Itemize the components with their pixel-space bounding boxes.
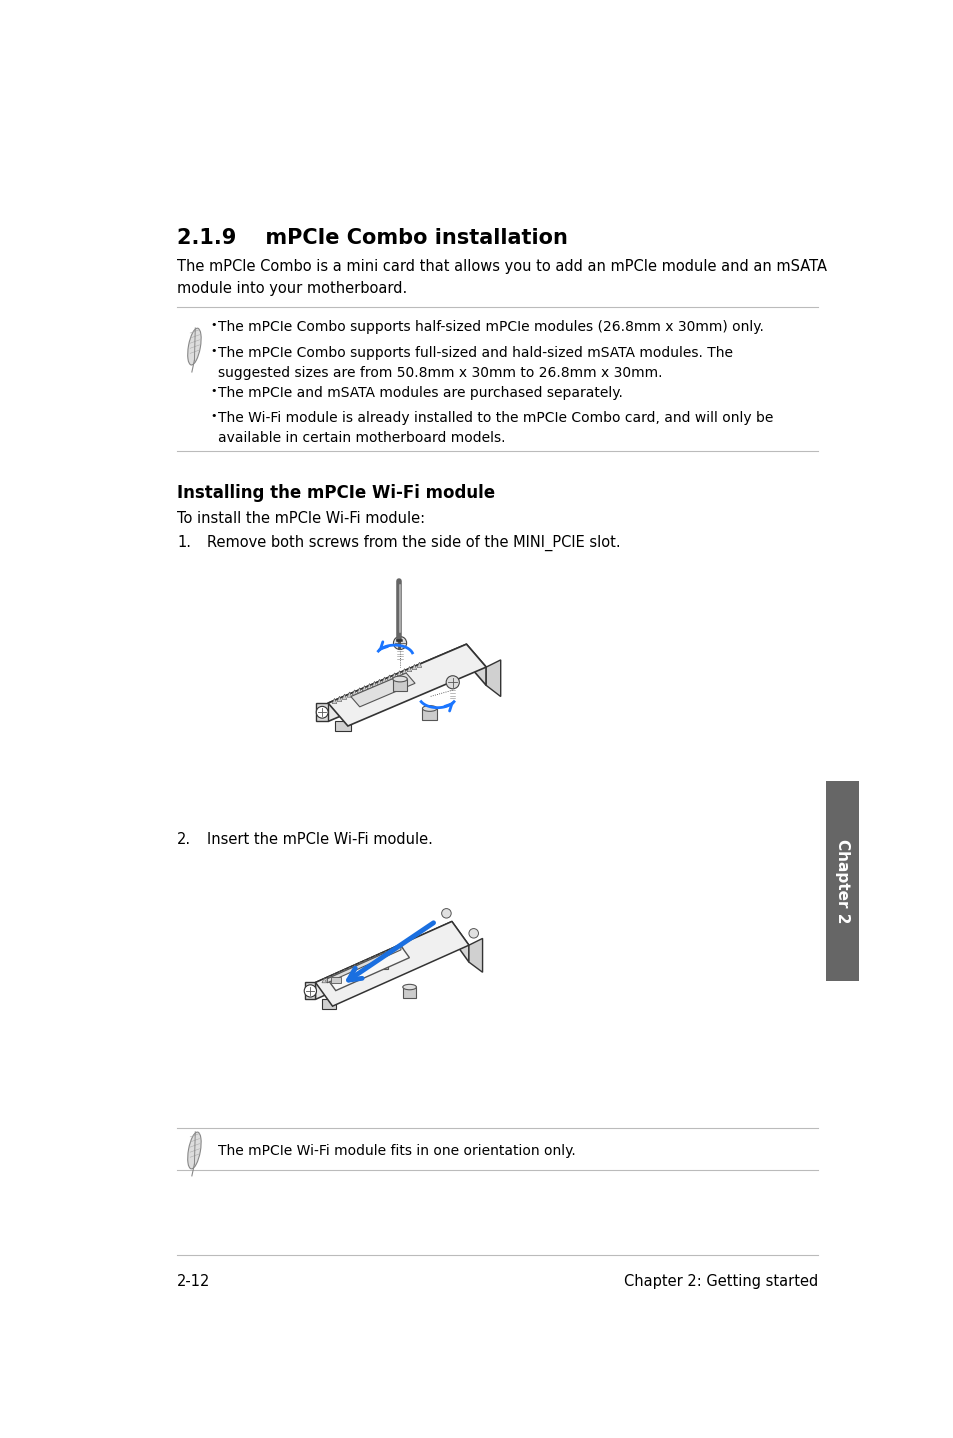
Text: The mPCIe and mSATA modules are purchased separately.: The mPCIe and mSATA modules are purchase… [217, 385, 622, 400]
Polygon shape [332, 699, 336, 703]
Text: The Wi-Fi module is already installed to the mPCIe Combo card, and will only be
: The Wi-Fi module is already installed to… [217, 411, 772, 446]
Polygon shape [376, 679, 381, 684]
Polygon shape [342, 969, 347, 974]
Polygon shape [398, 943, 403, 949]
Text: The mPCIe Wi-Fi module fits in one orientation only.: The mPCIe Wi-Fi module fits in one orien… [217, 1143, 575, 1158]
Polygon shape [388, 949, 393, 953]
Polygon shape [401, 669, 406, 674]
Ellipse shape [393, 676, 407, 682]
Bar [402, 986, 416, 998]
Text: The mPCIe Combo supports half-sized mPCIe modules (26.8mm x 30mm) only.: The mPCIe Combo supports half-sized mPCI… [217, 321, 762, 335]
Text: The mPCIe Combo is a mini card that allows you to add an mPCIe module and an mSA: The mPCIe Combo is a mini card that allo… [177, 259, 826, 296]
Polygon shape [316, 703, 328, 722]
Bar [393, 679, 407, 690]
Polygon shape [396, 670, 401, 676]
Polygon shape [328, 644, 486, 726]
Polygon shape [347, 692, 352, 697]
Polygon shape [321, 978, 326, 982]
Polygon shape [412, 664, 416, 670]
Text: 2.1.9    mPCIe Combo installation: 2.1.9 mPCIe Combo installation [177, 229, 568, 247]
Polygon shape [336, 696, 341, 702]
Polygon shape [353, 965, 356, 969]
Polygon shape [383, 951, 388, 955]
Polygon shape [328, 644, 466, 722]
Polygon shape [327, 946, 400, 982]
Polygon shape [356, 687, 361, 693]
Polygon shape [469, 939, 482, 972]
Polygon shape [352, 690, 356, 695]
Polygon shape [347, 966, 352, 972]
Polygon shape [332, 974, 336, 978]
Polygon shape [305, 982, 315, 999]
Polygon shape [362, 959, 367, 965]
Polygon shape [372, 682, 376, 686]
Ellipse shape [422, 706, 436, 712]
Text: Chapter 2: Chapter 2 [834, 838, 849, 923]
Polygon shape [362, 686, 366, 690]
Text: The mPCIe Combo supports full-sized and hald-sized mSATA modules. The
suggested : The mPCIe Combo supports full-sized and … [217, 345, 732, 380]
Polygon shape [382, 677, 386, 682]
Circle shape [469, 929, 478, 938]
Polygon shape [407, 666, 412, 672]
Polygon shape [373, 955, 377, 961]
Polygon shape [351, 673, 415, 707]
Polygon shape [393, 946, 397, 951]
Polygon shape [342, 695, 347, 699]
Ellipse shape [402, 985, 416, 989]
Polygon shape [377, 953, 382, 958]
Ellipse shape [374, 956, 387, 962]
Text: Chapter 2: Getting started: Chapter 2: Getting started [623, 1274, 818, 1290]
Polygon shape [367, 683, 372, 689]
Polygon shape [486, 660, 500, 696]
Text: 2-12: 2-12 [177, 1274, 211, 1290]
Text: Insert the mPCIe Wi-Fi module.: Insert the mPCIe Wi-Fi module. [207, 831, 433, 847]
Polygon shape [466, 644, 486, 686]
Circle shape [446, 676, 458, 689]
Polygon shape [368, 958, 373, 962]
Circle shape [316, 706, 328, 718]
Polygon shape [322, 999, 335, 1009]
Text: •: • [210, 385, 216, 395]
Bar [374, 959, 387, 969]
Polygon shape [327, 946, 409, 991]
Polygon shape [452, 922, 469, 962]
Circle shape [304, 985, 316, 997]
Text: •: • [210, 345, 216, 355]
Text: 2.: 2. [177, 831, 192, 847]
Polygon shape [392, 673, 396, 679]
Ellipse shape [188, 1132, 201, 1169]
Polygon shape [337, 971, 341, 976]
Polygon shape [315, 922, 469, 1007]
Polygon shape [416, 661, 421, 667]
Text: Remove both screws from the side of the MINI_PCIE slot.: Remove both screws from the side of the … [207, 535, 619, 551]
Polygon shape [331, 978, 341, 982]
Text: 1.: 1. [177, 535, 192, 551]
Polygon shape [335, 722, 351, 732]
Circle shape [441, 909, 451, 917]
Bar [422, 709, 436, 720]
Text: To install the mPCIe Wi-Fi module:: To install the mPCIe Wi-Fi module: [177, 510, 425, 526]
Ellipse shape [188, 328, 201, 365]
Polygon shape [387, 674, 392, 680]
Bar [825, 781, 858, 981]
Polygon shape [357, 962, 362, 966]
Polygon shape [315, 922, 452, 999]
Text: Installing the mPCIe Wi-Fi module: Installing the mPCIe Wi-Fi module [177, 483, 495, 502]
Text: •: • [210, 411, 216, 421]
Text: •: • [210, 321, 216, 331]
Polygon shape [327, 976, 332, 981]
Circle shape [393, 637, 406, 650]
